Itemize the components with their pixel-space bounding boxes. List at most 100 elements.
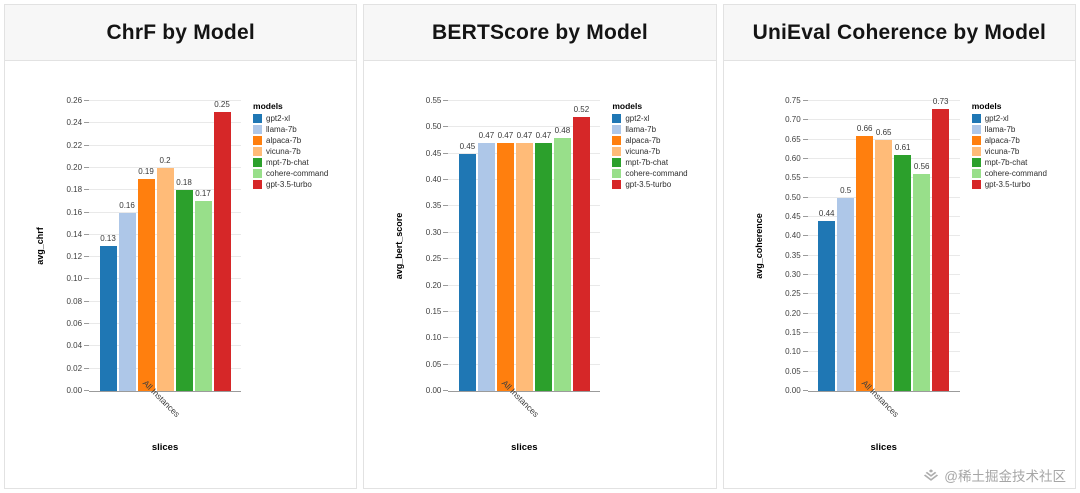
legend-label: cohere-command [266,169,329,178]
y-tick-mark [802,390,808,391]
y-tick-label: 0.15 [785,328,801,337]
legend-label: mpt-7b-chat [266,158,309,167]
bar-gpt-3.5-turbo [932,108,950,391]
gridline [448,126,601,128]
legend-label: gpt2-xl [984,114,1009,123]
plot-column: 0.00 0.05 0.10 0.15 0.20 0.25 0.30 0.35 0.40 0.45… [426,96,601,453]
y-tick-mark [802,254,808,256]
bar-value-label: 0.66 [856,123,873,133]
chart-title-bertscore: BERTScore by Model [364,5,716,61]
bar-gpt2-xl [818,220,836,391]
legend-label: vicuna-7b [984,147,1020,156]
legend-swatch [971,125,981,134]
bar-cohere-command [194,201,212,391]
y-tick-label: 0.14 [66,229,83,239]
gridline [807,119,960,121]
y-tick-mark [443,363,449,365]
y-tick-mark [802,177,808,179]
gridline [807,138,960,140]
legend-item-vicuna-7b: vicuna-7b [971,147,1047,156]
bar-value-label: 0.47 [516,131,533,141]
y-tick-mark [443,231,449,233]
y-tick-mark [84,166,90,168]
y-tick-label: 0.50 [785,192,801,202]
legend-label: cohere-command [984,169,1047,178]
legend-swatch [253,136,263,145]
y-axis-title-text: avg_bert_score [394,212,405,280]
legend-swatch [612,169,622,178]
y-tick-label: 0.15 [425,306,442,316]
bar-llama-7b [477,143,495,391]
legend-label: mpt-7b-chat [625,158,669,167]
bar-value-label: 0.13 [100,234,116,243]
y-tick-mark [84,300,90,302]
x-axis-title: slices [511,442,538,453]
y-tick-mark [802,351,808,353]
legend-swatch [971,180,981,189]
bar-alpaca-7b [496,143,514,391]
y-tick-mark [84,278,90,280]
y-tick-mark [802,293,808,295]
bar-mpt-7b-chat [175,190,193,391]
bar-gpt2-xl [99,246,117,391]
y-tick-mark [84,144,90,146]
bar-gpt-3.5-turbo [572,116,590,391]
y-tick-mark [802,158,808,159]
y-tick-label: 0.05 [425,359,442,369]
y-tick-label: 0.20 [425,280,442,290]
y-tick-label: 0.55 [425,96,442,105]
y-tick-label: 0.35 [785,250,801,260]
legend-swatch [253,125,263,134]
legend-item-cohere-command: cohere-command [612,169,688,178]
chart-card-bertscore: BERTScore by Model avg_bert_score 0.00 0.0… [363,4,717,489]
legend-label: gpt-3.5-turbo [266,180,312,189]
legend-label: alpaca-7b [266,136,302,145]
legend-label: alpaca-7b [625,136,661,145]
plot-column: 0.00 0.02 0.04 0.06 0.08 0.10 0.12 0.14 0.16 0.18… [66,96,242,453]
plot-area: 0.00 0.02 0.04 0.06 0.08 0.10 0.12 0.14 0.16 0.18… [66,96,242,395]
bar-value-label: 0.52 [573,104,590,114]
bar-vicuna-7b [156,167,174,391]
legend-swatch [612,180,622,189]
y-tick-label: 0.10 [425,333,442,343]
y-tick-mark [443,390,449,391]
bar-alpaca-7b [856,135,874,391]
bar-alpaca-7b [137,179,155,391]
chart-title-unieval: UniEval Coherence by Model [723,5,1075,61]
y-tick-mark [443,310,449,312]
y-tick-mark [443,284,449,286]
x-axis-title: slices [870,442,897,453]
y-tick-label: 0.02 [66,363,83,373]
gridline [89,144,242,146]
y-axis-title: avg_coherence [752,101,766,391]
y-tick-label: 0.25 [425,254,442,264]
y-tick-mark [443,205,449,207]
y-tick-label: 0.75 [785,96,801,105]
legend-label: gpt-3.5-turbo [984,180,1031,189]
chart-card-chrf: ChrF by Model avg_chrf 0.00 0.02 0.04 0.06 0.… [4,4,358,489]
y-tick-label: 0.10 [785,347,801,357]
y-tick-label: 0.20 [66,162,83,172]
chart-cards-row: ChrF by Model avg_chrf 0.00 0.02 0.04 0.06 0.… [4,4,1076,489]
bar-value-label: 0.56 [913,162,930,172]
y-tick-mark [84,122,90,124]
plot-column: 0.00 0.05 0.10 0.15 0.20 0.25 0.30 0.35 0.40 0.45… [785,96,960,453]
legend-title: models [971,101,1002,111]
legend-swatch [253,114,263,123]
legend-item-vicuna-7b: vicuna-7b [253,147,328,156]
gridline [89,100,242,101]
legend-swatch [253,147,263,156]
bar-value-label: 0.47 [535,131,552,141]
y-tick-mark [84,390,90,391]
y-tick-mark [802,312,808,314]
legend-label: gpt2-xl [625,114,650,123]
bar-value-label: 0.45 [459,141,476,151]
y-tick-mark [802,274,808,275]
bar-value-label: 0.48 [554,125,571,135]
y-tick-label: 0.25 [785,289,801,299]
y-axis-title: avg_bert_score [392,101,406,391]
gridline [807,100,960,101]
legend-item-mpt-7b-chat: mpt-7b-chat [612,158,687,167]
y-tick-label: 0.50 [425,122,442,132]
legend-swatch [253,169,263,178]
